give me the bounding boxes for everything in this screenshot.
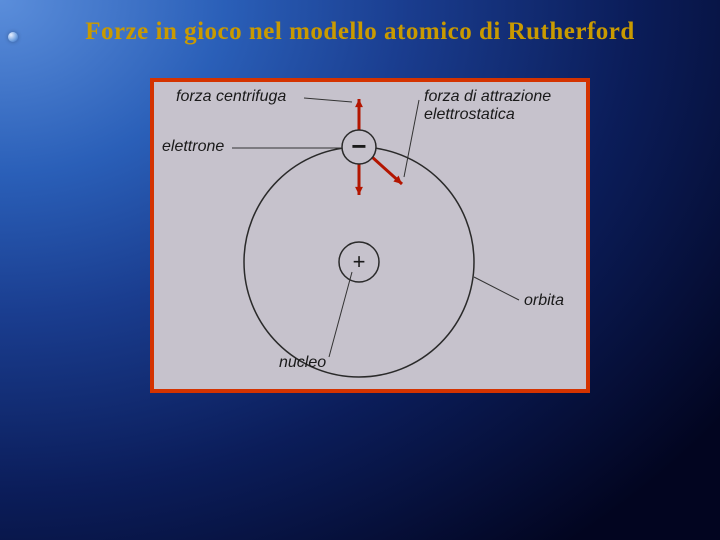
label-orbita: orbita	[524, 292, 564, 310]
diagram-frame: + − forza centrifuga forza di attrazione …	[150, 78, 590, 393]
label-elettrone: elettrone	[162, 138, 224, 156]
label-forza-attrazione: forza di attrazione elettrostatica	[424, 88, 551, 125]
svg-text:+: +	[353, 249, 366, 274]
diagram-svg: +−	[154, 82, 594, 397]
rutherford-diagram: + − forza centrifuga forza di attrazione …	[154, 82, 586, 389]
slide-title: Forze in gioco nel modello atomico di Ru…	[0, 18, 720, 46]
svg-text:−: −	[351, 131, 366, 161]
label-forza-centrifuga: forza centrifuga	[176, 88, 286, 106]
label-nucleo: nucleo	[279, 354, 326, 372]
